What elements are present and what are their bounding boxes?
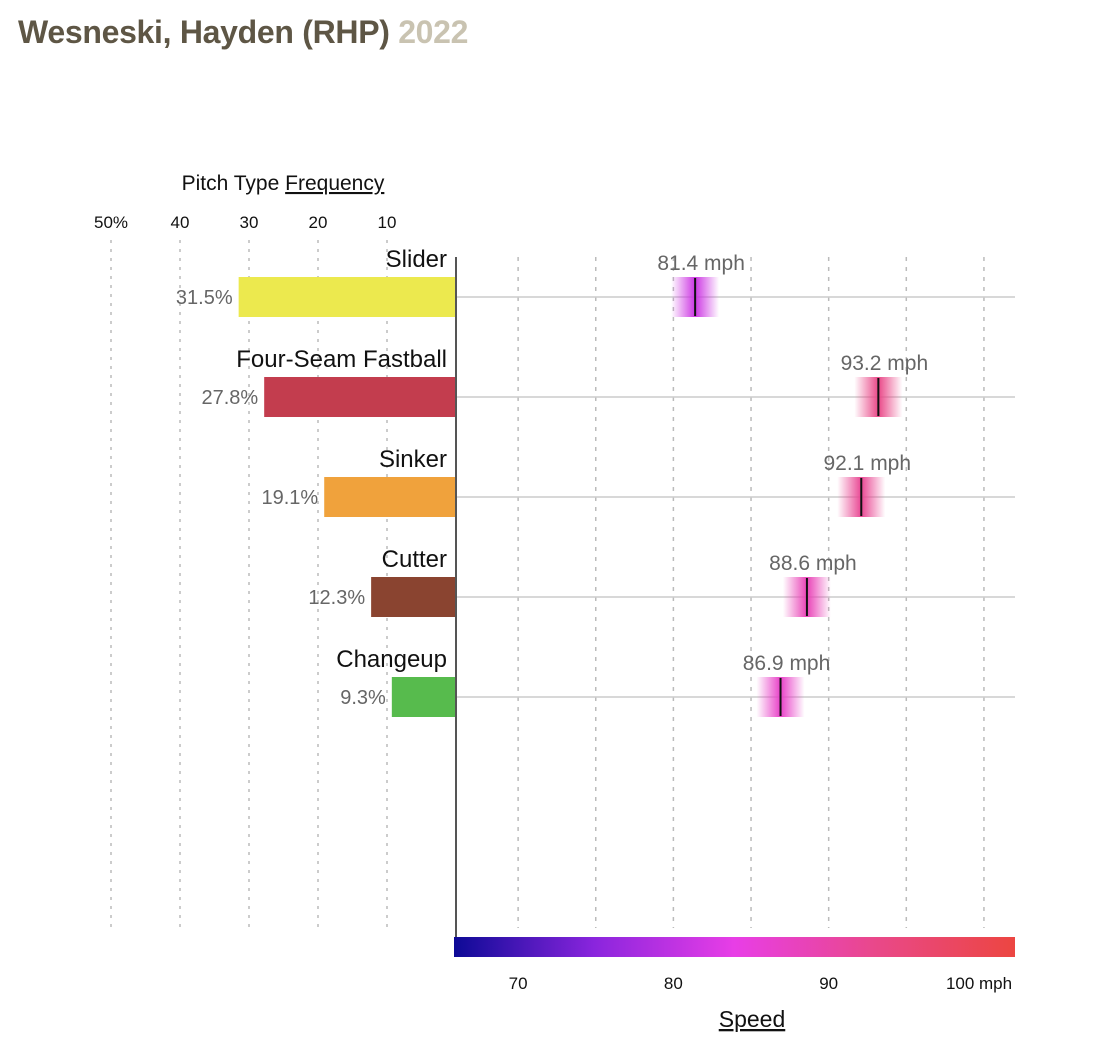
season-year: 2022 — [398, 14, 469, 50]
speed-color-scale — [454, 937, 1015, 957]
pitch-name-label: Cutter — [382, 546, 447, 573]
frequency-tick-label: 50% — [94, 213, 128, 232]
player-name: Wesneski, Hayden (RHP) — [18, 14, 390, 50]
pitch-row: Four-Seam Fastball 27.8% 93.2 mph — [201, 346, 1015, 417]
speed-value-label: 93.2 mph — [841, 352, 929, 375]
frequency-bar[interactable] — [391, 677, 456, 717]
pitch-name-label: Changeup — [336, 646, 447, 673]
frequency-value-label: 9.3% — [340, 687, 386, 709]
frequency-bar[interactable] — [238, 277, 456, 317]
frequency-gridlines — [110, 240, 388, 928]
frequency-bar[interactable] — [324, 477, 456, 517]
frequency-value-label: 27.8% — [201, 387, 258, 409]
page-title: Wesneski, Hayden (RHP) 2022 — [18, 14, 468, 51]
speed-value-label: 81.4 mph — [657, 252, 745, 275]
speed-axis-title[interactable]: Speed — [719, 1006, 786, 1032]
frequency-tick-label: 20 — [309, 213, 328, 232]
speed-tick-label: 100 mph — [946, 974, 1012, 993]
pitch-name-label: Slider — [386, 246, 447, 273]
frequency-value-label: 12.3% — [308, 587, 365, 609]
speed-gridlines — [517, 257, 985, 928]
frequency-tick-label: 30 — [240, 213, 259, 232]
frequency-value-label: 19.1% — [261, 487, 318, 509]
pitch-rows: Slider 31.5% 81.4 mph Four-Seam Fastball 27.… — [176, 246, 1015, 717]
pitch-name-label: Four-Seam Fastball — [236, 346, 447, 373]
speed-tick-label: 70 — [509, 974, 528, 993]
frequency-title-link[interactable]: Frequency — [285, 172, 385, 195]
frequency-tick-label: 10 — [378, 213, 397, 232]
speed-value-label: 86.9 mph — [743, 652, 831, 675]
speed-value-label: 88.6 mph — [769, 552, 857, 575]
frequency-tick-label: 40 — [171, 213, 190, 232]
frequency-value-label: 31.5% — [176, 287, 233, 309]
speed-tick-label: 90 — [819, 974, 838, 993]
frequency-bar[interactable] — [371, 577, 456, 617]
frequency-axis-ticks: 50% 40 30 20 10 — [94, 213, 396, 232]
pitch-row: Sinker 19.1% 92.1 mph — [261, 446, 1015, 517]
pitch-name-label: Sinker — [379, 446, 447, 473]
speed-tick-label: 80 — [664, 974, 683, 993]
speed-axis-ticks: 70 80 90 100 mph — [509, 974, 1012, 993]
frequency-title-prefix: Pitch Type — [182, 172, 280, 195]
frequency-bar[interactable] — [264, 377, 456, 417]
pitch-row: Slider 31.5% 81.4 mph — [176, 246, 1015, 317]
speed-value-label: 92.1 mph — [823, 452, 911, 475]
pitch-row: Changeup 9.3% 86.9 mph — [336, 646, 1015, 717]
frequency-axis-title: Pitch Type Frequency — [182, 172, 385, 195]
pitch-row: Cutter 12.3% 88.6 mph — [308, 546, 1015, 617]
